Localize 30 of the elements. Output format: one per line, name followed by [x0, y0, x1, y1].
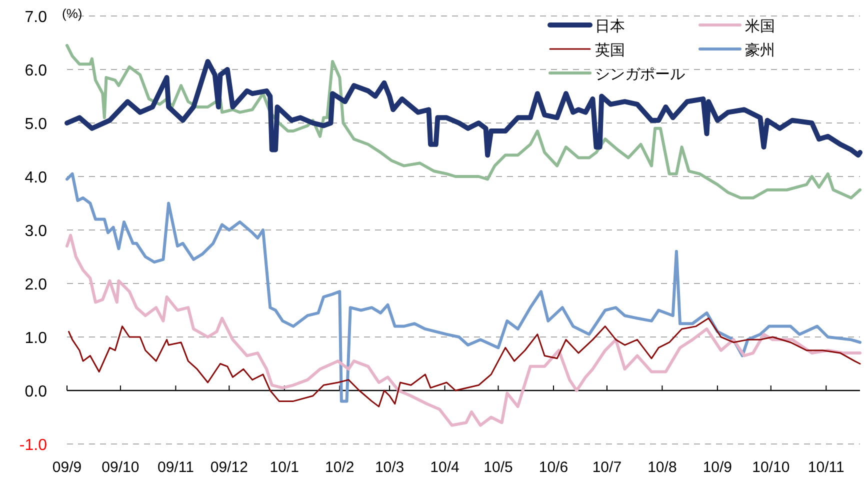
- x-tick-label: 10/1: [270, 459, 300, 476]
- y-tick-label: -1.0: [19, 437, 48, 454]
- x-tick-label: 09/11: [157, 459, 194, 476]
- x-tick-label: 10/2: [325, 459, 354, 476]
- y-tick-label: 0.0: [24, 384, 48, 400]
- x-tick-label: 09/10: [102, 459, 140, 476]
- x-tick-label: 10/7: [592, 459, 622, 476]
- x-tick-label: 10/11: [808, 459, 844, 476]
- legend-label: シンガポール: [595, 66, 685, 83]
- legend-label: 豪州: [745, 42, 775, 59]
- x-tick-label: 09/9: [52, 459, 82, 476]
- y-tick-label: 4.0: [24, 170, 48, 186]
- y-axis-title: (%): [62, 6, 82, 21]
- legend-label: 米国: [745, 18, 775, 35]
- y-tick-label: 3.0: [24, 223, 48, 240]
- x-tick-label: 10/10: [752, 459, 790, 476]
- x-tick-label: 10/6: [538, 459, 568, 476]
- y-tick-label: 2.0: [24, 276, 48, 294]
- y-tick-label: 7.0: [24, 9, 48, 26]
- legend-label: 日本: [595, 18, 625, 35]
- y-tick-label: 6.0: [24, 62, 48, 80]
- x-tick-label: 10/3: [374, 459, 404, 476]
- y-tick-label: 5.0: [24, 116, 48, 133]
- x-tick-label: 09/12: [210, 459, 248, 476]
- x-tick-label: 10/4: [430, 459, 460, 476]
- x-tick-label: 10/5: [484, 459, 513, 476]
- y-tick-label: 1.0: [24, 330, 48, 347]
- x-tick-label: 10/9: [702, 459, 732, 476]
- legend-label: 英国: [595, 42, 625, 59]
- x-tick-label: 10/8: [648, 459, 677, 476]
